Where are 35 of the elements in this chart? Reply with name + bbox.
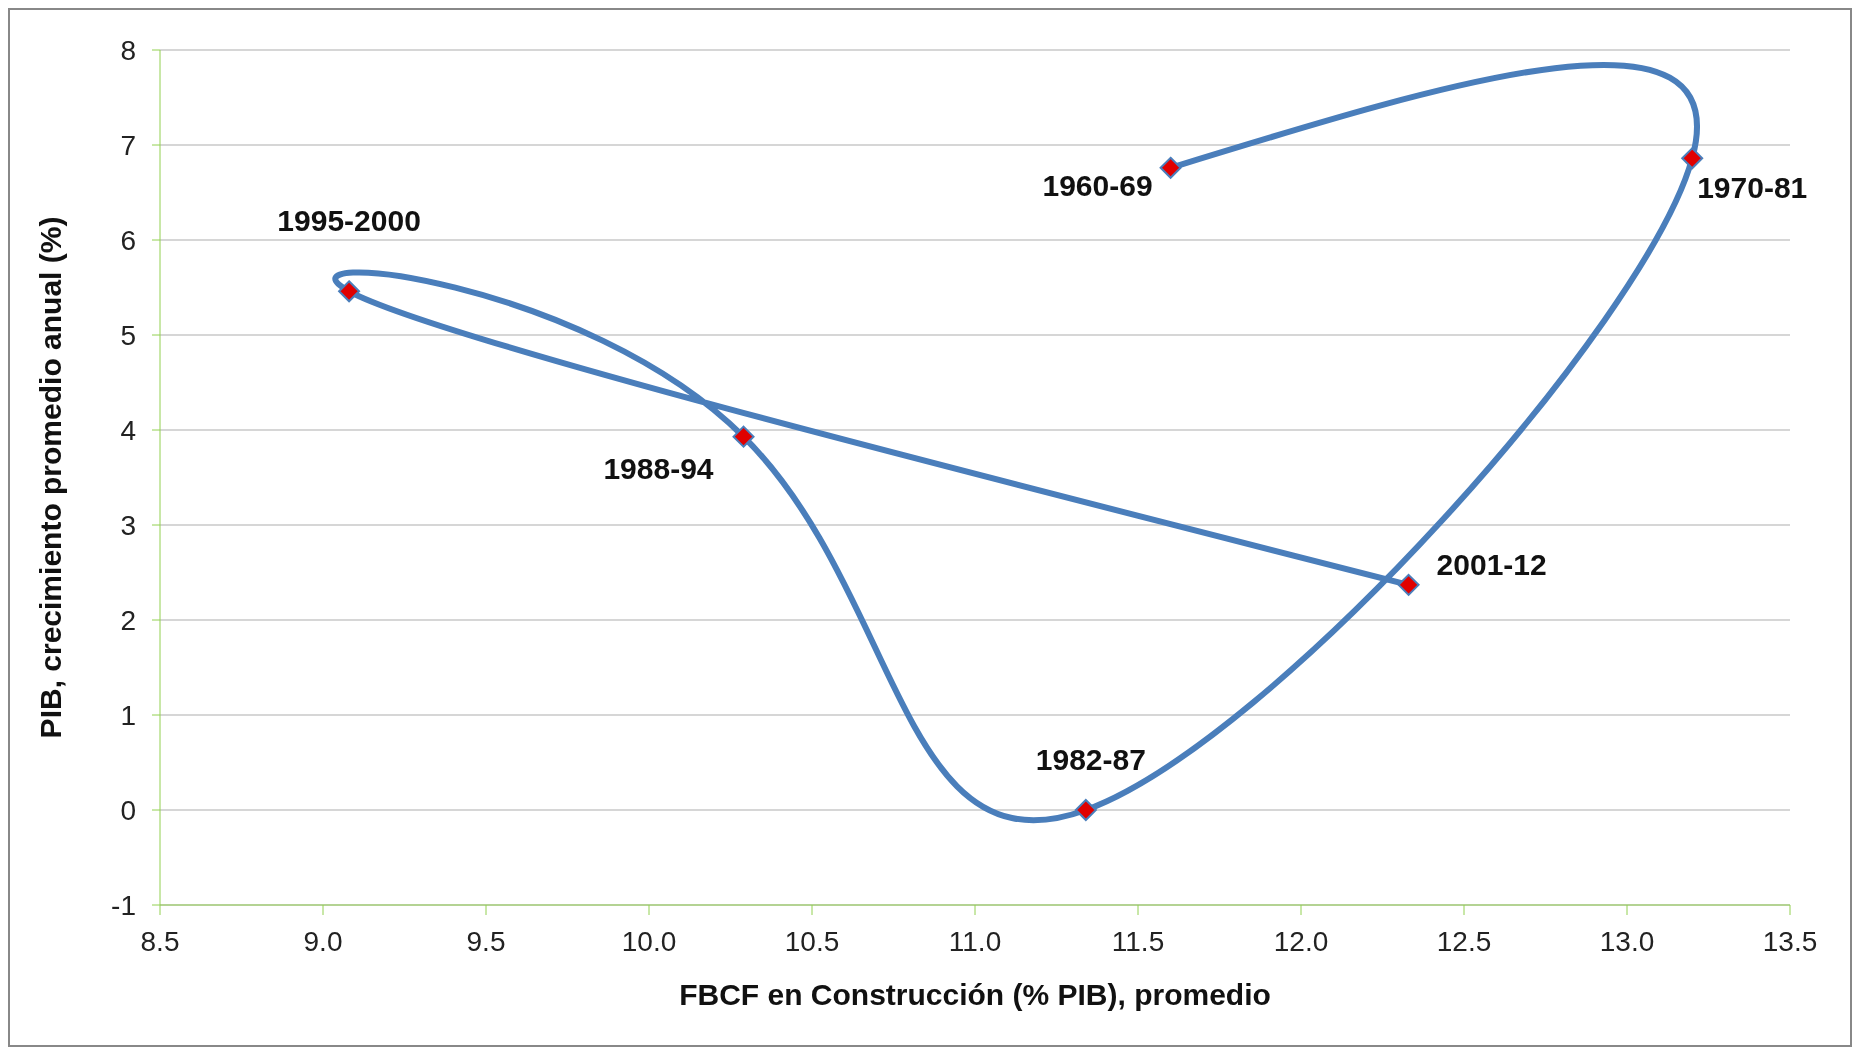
x-tick-label: 12.0 xyxy=(1273,925,1329,957)
y-tick-label: 4 xyxy=(120,414,136,446)
point xyxy=(732,425,755,448)
y-tick-label: 5 xyxy=(120,319,136,351)
point xyxy=(1159,156,1182,179)
point xyxy=(1397,573,1420,596)
y-axis-title: PIB, crecimiento promedio anual (%) xyxy=(33,216,67,739)
x-tick-label: 9.5 xyxy=(466,925,506,957)
y-tick-label: 1 xyxy=(120,699,136,731)
annotation: 1982-87 xyxy=(1035,743,1146,776)
point xyxy=(338,280,361,303)
y-tick-label: 8 xyxy=(120,34,136,66)
annotation: 1995-2000 xyxy=(277,204,421,238)
y-tick-label: 7 xyxy=(120,129,136,161)
x-tick-label: 8.5 xyxy=(140,925,180,957)
x-tick-label: 13.5 xyxy=(1762,925,1818,957)
point xyxy=(1074,799,1097,821)
x-tick-label: 10.0 xyxy=(621,925,677,957)
annotation: 1970-81 xyxy=(1697,171,1808,205)
x-tick-label: 10.5 xyxy=(784,925,840,957)
x-tick-label: 13.0 xyxy=(1599,925,1655,957)
x-tick-label: 9.0 xyxy=(303,925,343,957)
x-axis-title: FBCF en Construcción (% PIB), promedio xyxy=(679,978,1271,1011)
y-tick-label: 3 xyxy=(120,509,136,541)
y-tick-label: 0 xyxy=(120,794,136,826)
annotation: 2001-12 xyxy=(1436,547,1547,581)
annotation: 1960-69 xyxy=(1042,168,1153,202)
x-tick-label: 11.0 xyxy=(948,925,1002,957)
x-tick-label: 11.5 xyxy=(1111,925,1165,957)
y-tick-label: -1 xyxy=(111,889,136,921)
y-tick-label: 2 xyxy=(120,604,136,636)
annotation: 1988-94 xyxy=(603,451,714,485)
y-tick-label: 6 xyxy=(120,224,136,256)
point xyxy=(1681,147,1704,170)
x-tick-label: 12.5 xyxy=(1436,925,1492,957)
